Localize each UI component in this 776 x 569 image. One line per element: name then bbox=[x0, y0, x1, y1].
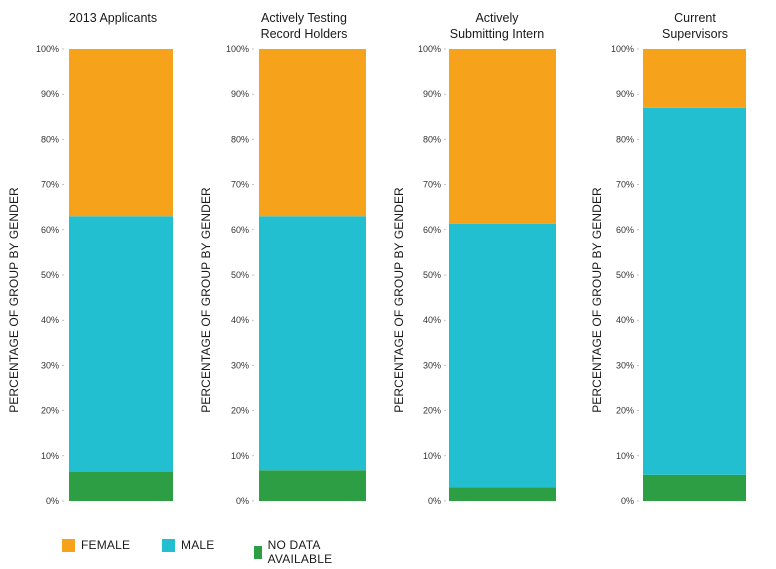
y-tick-label: 20% bbox=[423, 406, 441, 416]
legend-swatch-female bbox=[62, 538, 75, 552]
y-tick-label: 60% bbox=[423, 225, 441, 235]
y-tick-label: 0% bbox=[428, 496, 441, 506]
y-tick-label: 80% bbox=[41, 134, 59, 144]
chart-panel-2: Actively Testing Record Holders PERCENTAGE… bbox=[199, 11, 366, 506]
y-tick-label: 50% bbox=[231, 270, 249, 280]
y-tick-label: 20% bbox=[231, 406, 249, 416]
y-tick-label: 90% bbox=[231, 89, 249, 99]
bar-segment-no-data-available bbox=[449, 487, 556, 501]
chart-panel-4: Current Supervisors PERCENTAGE OF GROUP BY… bbox=[590, 11, 746, 506]
y-tick-label: 70% bbox=[616, 180, 634, 190]
y-tick-label: 0% bbox=[621, 496, 634, 506]
y-tick-label: 90% bbox=[423, 89, 441, 99]
y-tick-label: 70% bbox=[231, 180, 249, 190]
stacked-bar-charts: 2013 Applicants PERCENTAGE OF GROUP BY GE… bbox=[7, 11, 746, 506]
bar-segment-no-data-available bbox=[69, 471, 173, 501]
bar-segment-female bbox=[69, 49, 173, 217]
chart-panel-3: Actively Submitting Intern PERCENTAGE OF G… bbox=[392, 11, 556, 506]
y-tick-label: 60% bbox=[231, 225, 249, 235]
y-tick-label: 30% bbox=[41, 360, 59, 370]
bar-segment-female bbox=[643, 49, 746, 108]
y-tick-label: 100% bbox=[226, 44, 249, 54]
legend-item-no-data: NO DATA AVAILABLE bbox=[254, 538, 338, 566]
panel-title: Actively Testing Record Holders bbox=[261, 11, 348, 41]
y-tick-label: 60% bbox=[616, 225, 634, 235]
y-tick-label: 100% bbox=[36, 44, 59, 54]
y-tick-label: 60% bbox=[41, 225, 59, 235]
legend-label-male: MALE bbox=[181, 538, 215, 552]
bar-segment-no-data-available bbox=[259, 470, 366, 501]
bar-segment-male bbox=[449, 223, 556, 488]
panel-title: Current Supervisors bbox=[662, 11, 728, 41]
y-tick-label: 40% bbox=[41, 315, 59, 325]
y-tick-label: 90% bbox=[41, 89, 59, 99]
legend-item-male: MALE bbox=[162, 538, 214, 552]
y-tick-label: 70% bbox=[41, 180, 59, 190]
y-tick-label: 10% bbox=[41, 451, 59, 461]
bar-segment-male bbox=[259, 216, 366, 471]
y-tick-label: 100% bbox=[611, 44, 634, 54]
panel-title: 2013 Applicants bbox=[69, 11, 157, 25]
bar-segment-male bbox=[643, 107, 746, 475]
bar-segment-female bbox=[259, 49, 366, 217]
y-tick-label: 40% bbox=[423, 315, 441, 325]
y-axis-title: PERCENTAGE OF GROUP BY GENDER bbox=[7, 187, 21, 413]
y-tick-label: 40% bbox=[616, 315, 634, 325]
y-tick-label: 70% bbox=[423, 180, 441, 190]
y-tick-label: 20% bbox=[616, 406, 634, 416]
legend-swatch-male bbox=[162, 538, 175, 552]
y-tick-label: 40% bbox=[231, 315, 249, 325]
y-tick-label: 50% bbox=[41, 270, 59, 280]
y-axis-title: PERCENTAGE OF GROUP BY GENDER bbox=[392, 187, 406, 413]
y-axis-title: PERCENTAGE OF GROUP BY GENDER bbox=[590, 187, 604, 413]
y-tick-label: 0% bbox=[236, 496, 249, 506]
y-tick-label: 30% bbox=[231, 360, 249, 370]
legend-item-female: FEMALE bbox=[62, 538, 130, 552]
y-tick-label: 30% bbox=[616, 360, 634, 370]
y-tick-label: 30% bbox=[423, 360, 441, 370]
chart-panel-1: 2013 Applicants PERCENTAGE OF GROUP BY GE… bbox=[7, 11, 173, 506]
bar-segment-female bbox=[449, 49, 556, 224]
y-tick-label: 0% bbox=[46, 496, 59, 506]
legend-label-female: FEMALE bbox=[81, 538, 131, 552]
y-tick-label: 100% bbox=[418, 44, 441, 54]
y-tick-label: 90% bbox=[616, 89, 634, 99]
y-tick-label: 10% bbox=[616, 451, 634, 461]
y-tick-label: 50% bbox=[616, 270, 634, 280]
y-tick-label: 10% bbox=[423, 451, 441, 461]
y-tick-label: 80% bbox=[616, 134, 634, 144]
y-tick-label: 20% bbox=[41, 406, 59, 416]
bar-segment-no-data-available bbox=[643, 474, 746, 501]
y-axis-title: PERCENTAGE OF GROUP BY GENDER bbox=[199, 187, 213, 413]
legend-swatch-no-data bbox=[254, 545, 262, 559]
legend-label-no-data: NO DATA AVAILABLE bbox=[267, 538, 333, 566]
panel-title: Actively Submitting Intern bbox=[450, 11, 545, 41]
y-tick-label: 80% bbox=[423, 134, 441, 144]
y-tick-label: 10% bbox=[231, 451, 249, 461]
bar-segment-male bbox=[69, 216, 173, 472]
y-tick-label: 50% bbox=[423, 270, 441, 280]
y-tick-label: 80% bbox=[231, 134, 249, 144]
